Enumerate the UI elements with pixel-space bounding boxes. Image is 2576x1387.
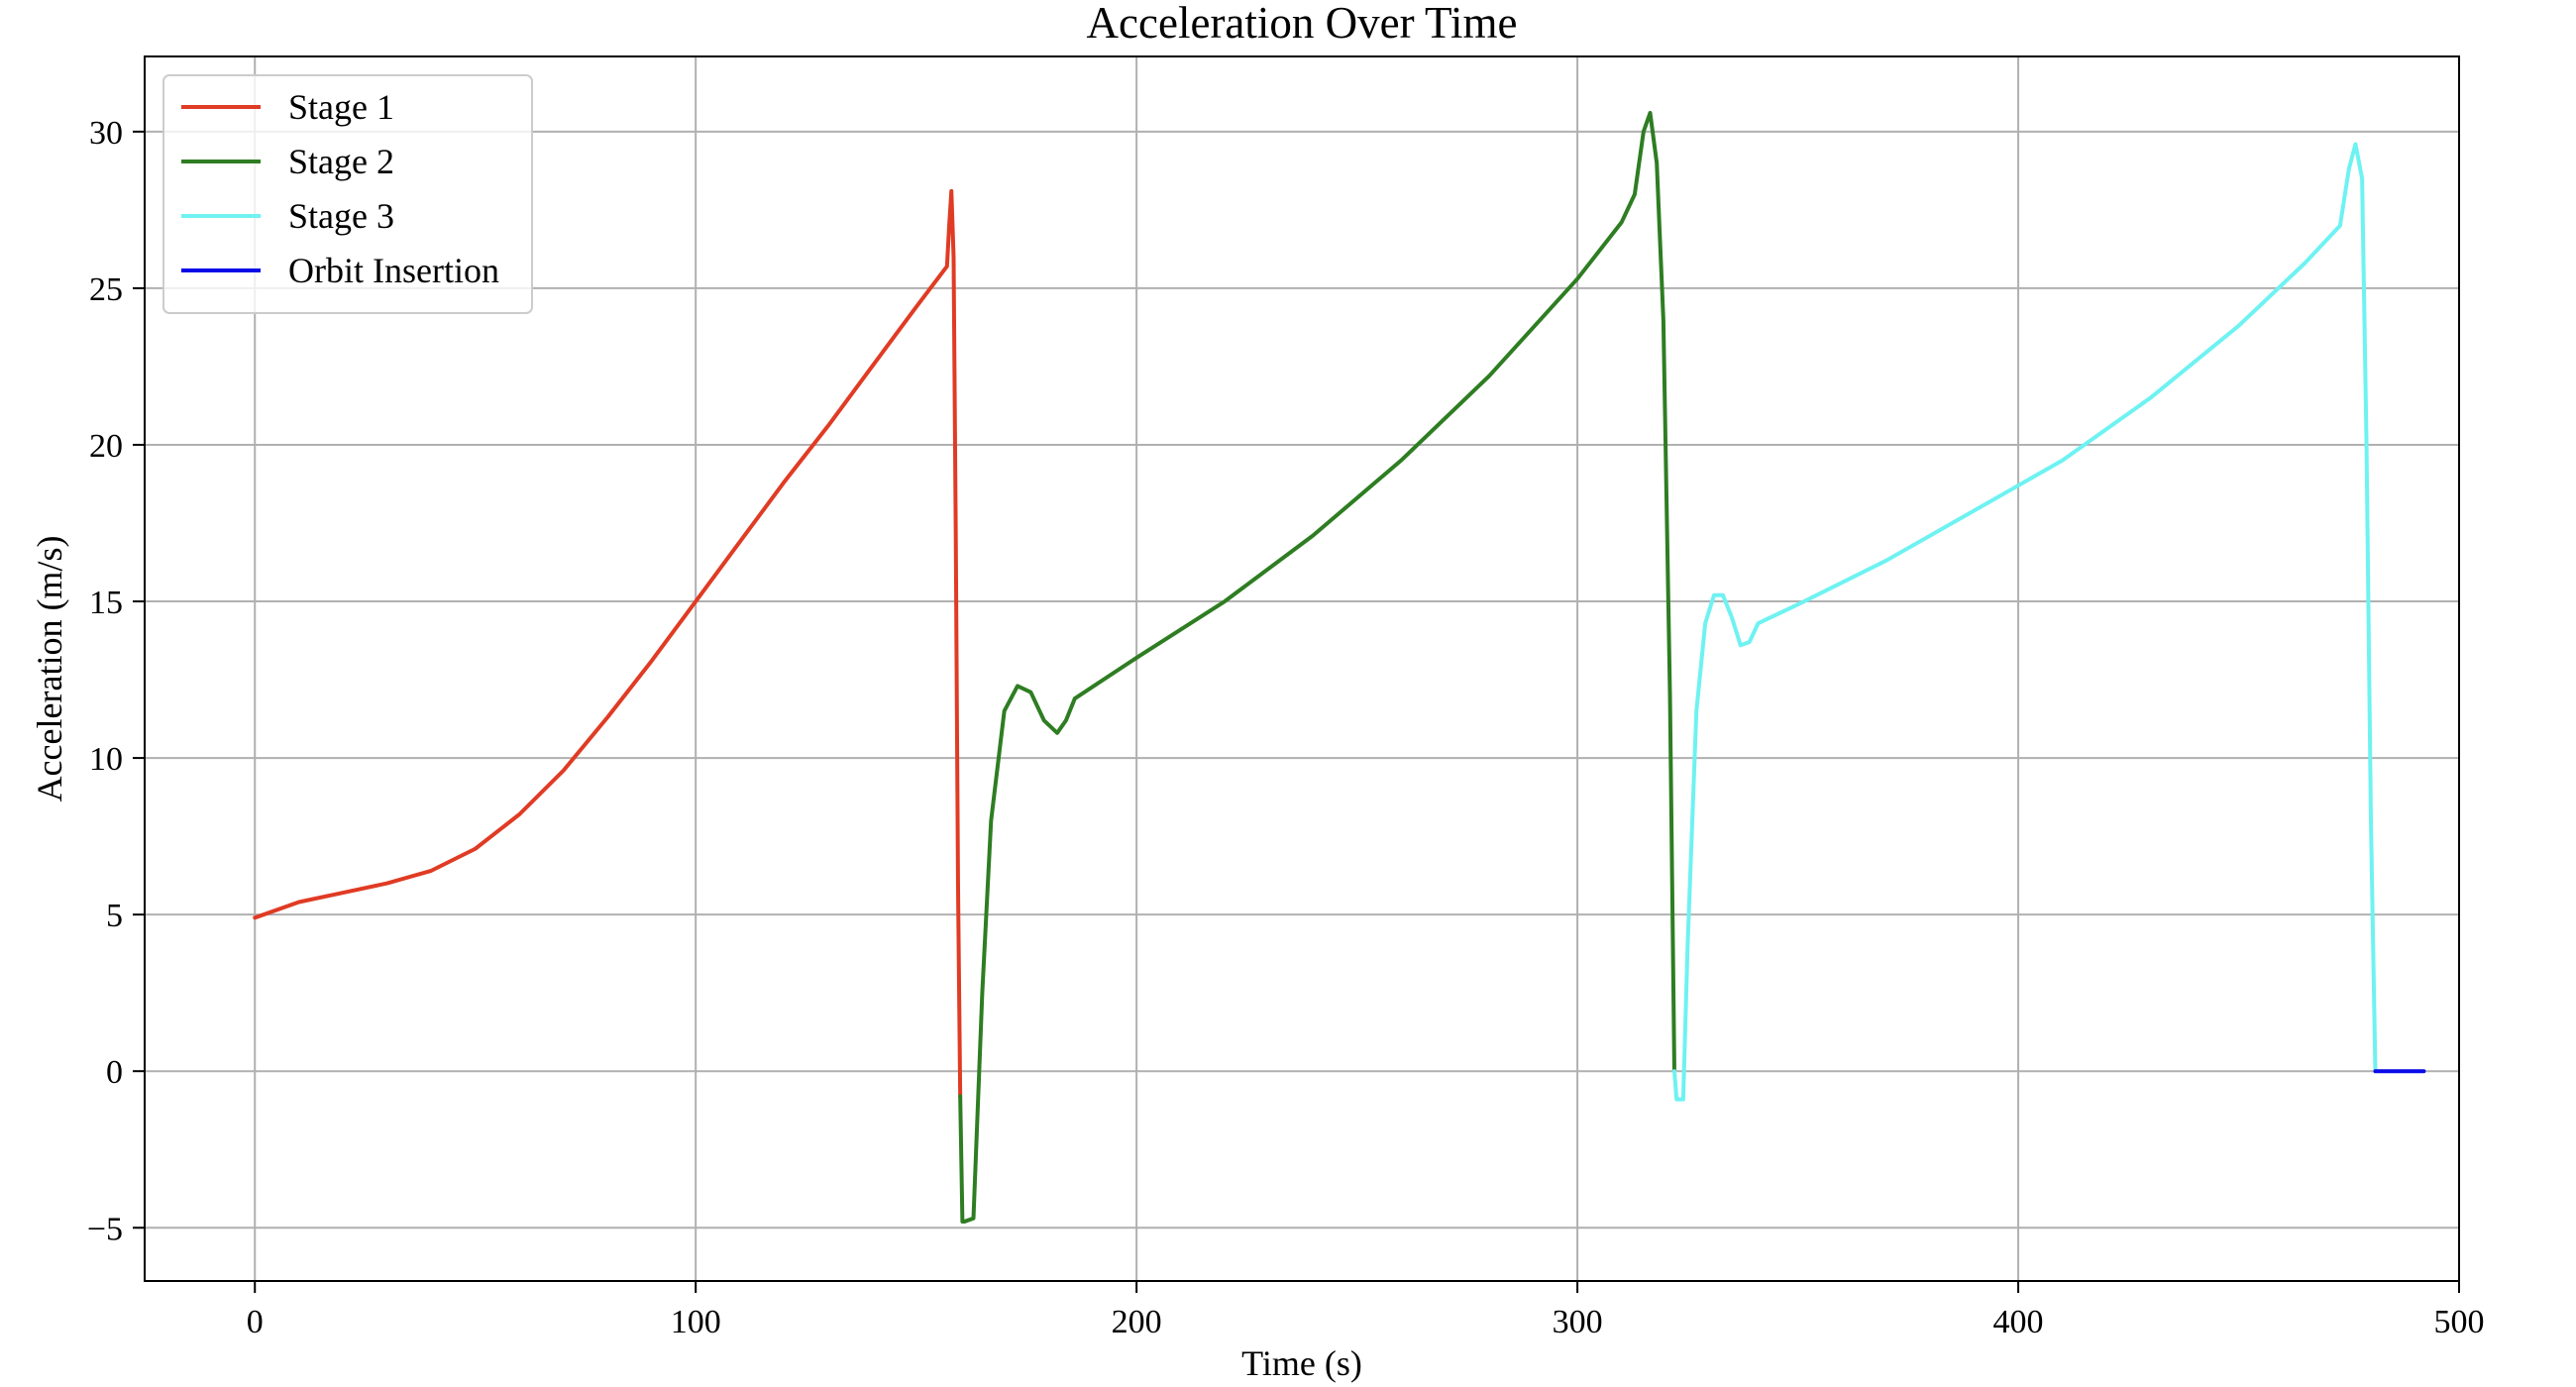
- y-tick-label: 15: [89, 585, 123, 621]
- legend-label: Orbit Insertion: [288, 251, 499, 290]
- x-axis-label: Time (s): [1241, 1343, 1362, 1383]
- x-tick-label: 0: [247, 1304, 264, 1340]
- y-tick-label: 10: [89, 741, 123, 778]
- series-line-stage-2: [958, 110, 1676, 1224]
- legend-label: Stage 3: [288, 196, 394, 236]
- x-tick-label: 400: [1993, 1304, 2044, 1340]
- series-line-stage-3: [1671, 142, 2378, 1102]
- y-tick-label: 30: [89, 115, 123, 152]
- legend-items: Stage 1 Stage 2 Stage 3 Orbit Insertion: [181, 87, 499, 290]
- legend-label: Stage 2: [288, 142, 394, 181]
- y-tick-label: 25: [89, 271, 123, 308]
- y-tick-label: 5: [106, 898, 123, 934]
- x-tick-label: 500: [2434, 1304, 2485, 1340]
- series-line-stage-1: [253, 188, 963, 1099]
- y-tick-label: 0: [106, 1054, 123, 1091]
- legend-box: [162, 74, 533, 314]
- y-axis-label: Acceleration (m/s): [30, 536, 69, 802]
- legend-label: Stage 1: [288, 87, 394, 127]
- x-tick-label: 200: [1112, 1304, 1162, 1340]
- y-tick-label: 20: [89, 428, 123, 465]
- x-tick-label: 100: [671, 1304, 721, 1340]
- y-tick-label: −5: [87, 1211, 123, 1247]
- tick-layer: 0 100 200 300 400 500 −5 0 5 10 15 20 25 30: [87, 115, 2485, 1340]
- chart-title: Acceleration Over Time: [1087, 0, 1518, 48]
- legend: Stage 1 Stage 2 Stage 3 Orbit Insertion: [162, 74, 533, 314]
- plot-frame: [144, 55, 2460, 1282]
- series-layer: [253, 110, 2426, 1224]
- x-tick-label: 300: [1553, 1304, 1603, 1340]
